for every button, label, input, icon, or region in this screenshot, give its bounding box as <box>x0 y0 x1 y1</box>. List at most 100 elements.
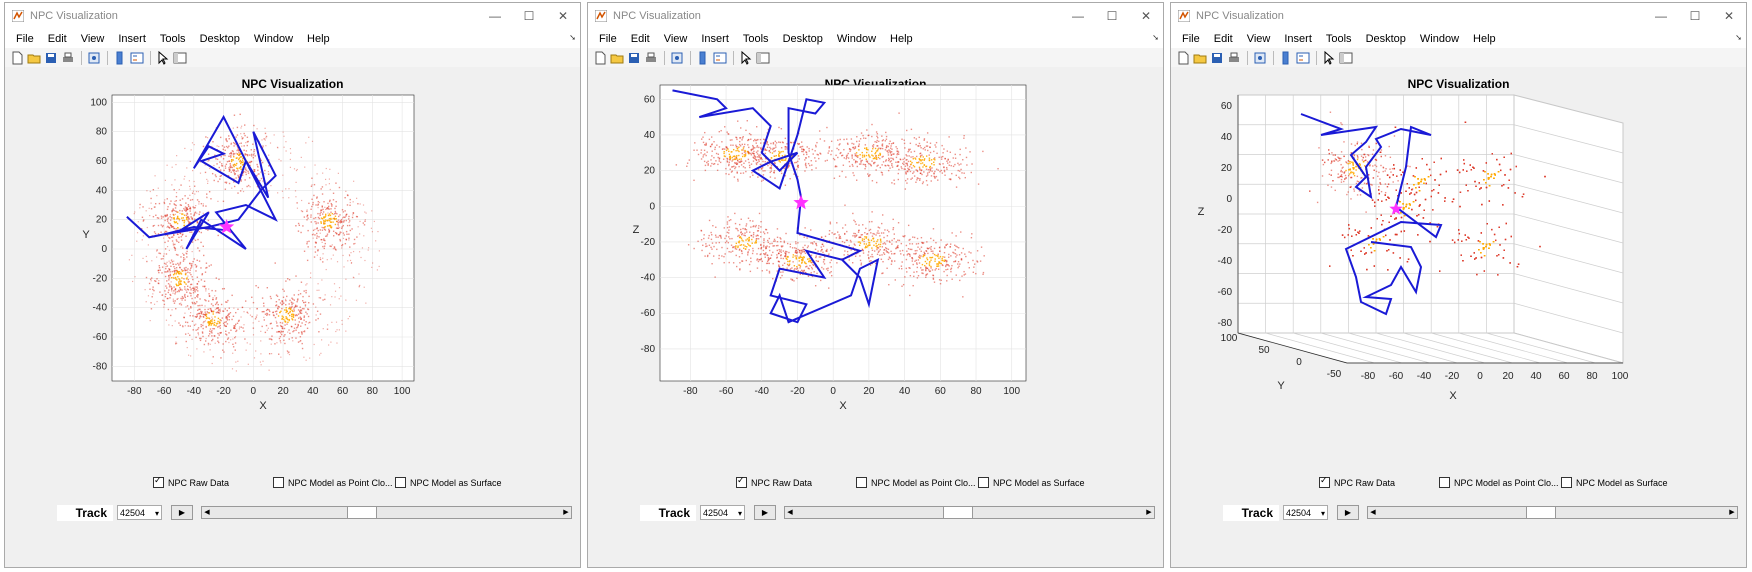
colorbar-icon[interactable] <box>695 50 711 66</box>
menu-file[interactable]: File <box>16 33 34 45</box>
link-plot-icon[interactable] <box>669 50 685 66</box>
menu-desktop[interactable]: Desktop <box>1365 33 1406 45</box>
data-point <box>1352 164 1354 166</box>
title-bar[interactable]: NPC Visualization — ☐ ✕ <box>5 3 580 30</box>
maximize-icon[interactable]: ☐ <box>523 9 535 23</box>
title-bar[interactable]: NPC Visualization — ☐ ✕ <box>1171 3 1746 30</box>
menu-desktop[interactable]: Desktop <box>782 33 823 45</box>
axes-xy[interactable]: -80 -60 -40 -20 0 20 40 60 80 100100806040200-20-… <box>5 67 580 427</box>
menu-tools[interactable]: Tools <box>1325 33 1352 45</box>
data-point <box>339 238 341 241</box>
menu-window[interactable]: Window <box>253 33 294 45</box>
data-point <box>863 137 865 139</box>
menu-file[interactable]: File <box>1182 33 1200 45</box>
menu-window[interactable]: Window <box>1419 33 1460 45</box>
slider-right-icon[interactable]: ▶ <box>1146 509 1152 516</box>
pointer-icon[interactable] <box>738 50 754 66</box>
menu-help[interactable]: Help <box>1473 33 1496 45</box>
maximize-icon[interactable]: ☐ <box>1106 9 1118 23</box>
save-icon[interactable] <box>43 50 59 66</box>
data-point <box>242 327 244 329</box>
data-point <box>707 163 709 165</box>
surface-checkbox[interactable]: NPC Model as Surface <box>978 477 1085 488</box>
menu-edit[interactable]: Edit <box>47 33 67 45</box>
raw-data-checkbox[interactable]: NPC Raw Data <box>736 475 812 488</box>
menu-help[interactable]: Help <box>307 33 330 45</box>
menu-file[interactable]: File <box>599 33 617 45</box>
slider-thumb[interactable] <box>346 507 377 518</box>
menu-window[interactable]: Window <box>836 33 877 45</box>
save-icon[interactable] <box>626 50 642 66</box>
maximize-icon[interactable]: ☐ <box>1689 9 1701 23</box>
track-select[interactable]: 42504 ▾ <box>117 505 162 520</box>
point-cloud-checkbox[interactable]: NPC Model as Point Clo... <box>273 477 393 488</box>
axes-xz[interactable]: -80 -60 -40 -20 0 20 40 60 80 1006040200-20-40-60… <box>588 67 1163 427</box>
raw-data-checkbox[interactable]: NPC Raw Data <box>153 475 229 488</box>
minimize-icon[interactable]: — <box>1655 9 1667 23</box>
slider-left-icon[interactable]: ◀ <box>787 509 793 516</box>
legend-icon[interactable] <box>1295 50 1311 66</box>
pointer-icon[interactable] <box>155 50 171 66</box>
data-point <box>718 234 721 237</box>
surface-checkbox[interactable]: NPC Model as Surface <box>395 477 502 488</box>
print-icon[interactable] <box>60 50 76 66</box>
data-point <box>958 164 960 166</box>
new-figure-icon[interactable] <box>592 50 608 66</box>
dock-arrow-icon[interactable]: ➘ <box>1152 33 1159 42</box>
open-file-icon[interactable] <box>609 50 625 66</box>
open-file-icon[interactable] <box>1192 50 1208 66</box>
dock-arrow-icon[interactable]: ➘ <box>569 33 576 42</box>
colorbar-icon[interactable] <box>1278 50 1294 66</box>
data-point <box>850 249 852 251</box>
minimize-icon[interactable]: — <box>489 9 501 23</box>
menu-tools[interactable]: Tools <box>742 33 769 45</box>
new-figure-icon[interactable] <box>1175 50 1191 66</box>
menu-insert[interactable]: Insert <box>701 33 729 45</box>
menu-view[interactable]: View <box>80 33 105 45</box>
track-slider[interactable]: ◀ ▶ <box>784 506 1155 519</box>
pointer-icon[interactable] <box>1321 50 1337 66</box>
menu-desktop[interactable]: Desktop <box>199 33 240 45</box>
menu-tools[interactable]: Tools <box>159 33 186 45</box>
data-point <box>779 141 782 144</box>
legend-icon[interactable] <box>712 50 728 66</box>
track-slider[interactable]: ◀ ▶ <box>201 506 572 519</box>
property-editor-icon[interactable] <box>172 50 188 66</box>
slider-thumb[interactable] <box>942 507 973 518</box>
legend-icon[interactable] <box>129 50 145 66</box>
slider-right-icon[interactable]: ▶ <box>563 509 569 516</box>
open-file-icon[interactable] <box>26 50 42 66</box>
menu-view[interactable]: View <box>663 33 688 45</box>
colorbar-icon[interactable] <box>112 50 128 66</box>
menu-edit[interactable]: Edit <box>1213 33 1233 45</box>
menu-view[interactable]: View <box>1246 33 1271 45</box>
link-plot-icon[interactable] <box>1252 50 1268 66</box>
close-icon[interactable]: ✕ <box>1723 9 1735 23</box>
property-editor-icon[interactable] <box>1338 50 1354 66</box>
menu-insert[interactable]: Insert <box>1284 33 1312 45</box>
dock-arrow-icon[interactable]: ➘ <box>1735 33 1742 42</box>
menu-insert[interactable]: Insert <box>118 33 146 45</box>
data-point <box>176 270 178 273</box>
point-cloud-checkbox[interactable]: NPC Model as Point Clo... <box>856 477 976 488</box>
data-point <box>199 211 201 213</box>
print-icon[interactable] <box>643 50 659 66</box>
print-icon[interactable] <box>1226 50 1242 66</box>
play-button[interactable]: ▶ <box>171 505 193 520</box>
data-point <box>828 233 831 235</box>
menu-help[interactable]: Help <box>890 33 913 45</box>
close-icon[interactable]: ✕ <box>1140 9 1152 23</box>
minimize-icon[interactable]: — <box>1072 9 1084 23</box>
data-point <box>955 174 957 177</box>
close-icon[interactable]: ✕ <box>557 9 569 23</box>
slider-left-icon[interactable]: ◀ <box>204 509 210 516</box>
menu-edit[interactable]: Edit <box>630 33 650 45</box>
play-button[interactable]: ▶ <box>754 505 776 520</box>
new-figure-icon[interactable] <box>9 50 25 66</box>
property-editor-icon[interactable] <box>755 50 771 66</box>
link-plot-icon[interactable] <box>86 50 102 66</box>
title-bar[interactable]: NPC Visualization — ☐ ✕ <box>588 3 1163 30</box>
save-icon[interactable] <box>1209 50 1225 66</box>
track-select[interactable]: 42504 ▾ <box>700 505 745 520</box>
